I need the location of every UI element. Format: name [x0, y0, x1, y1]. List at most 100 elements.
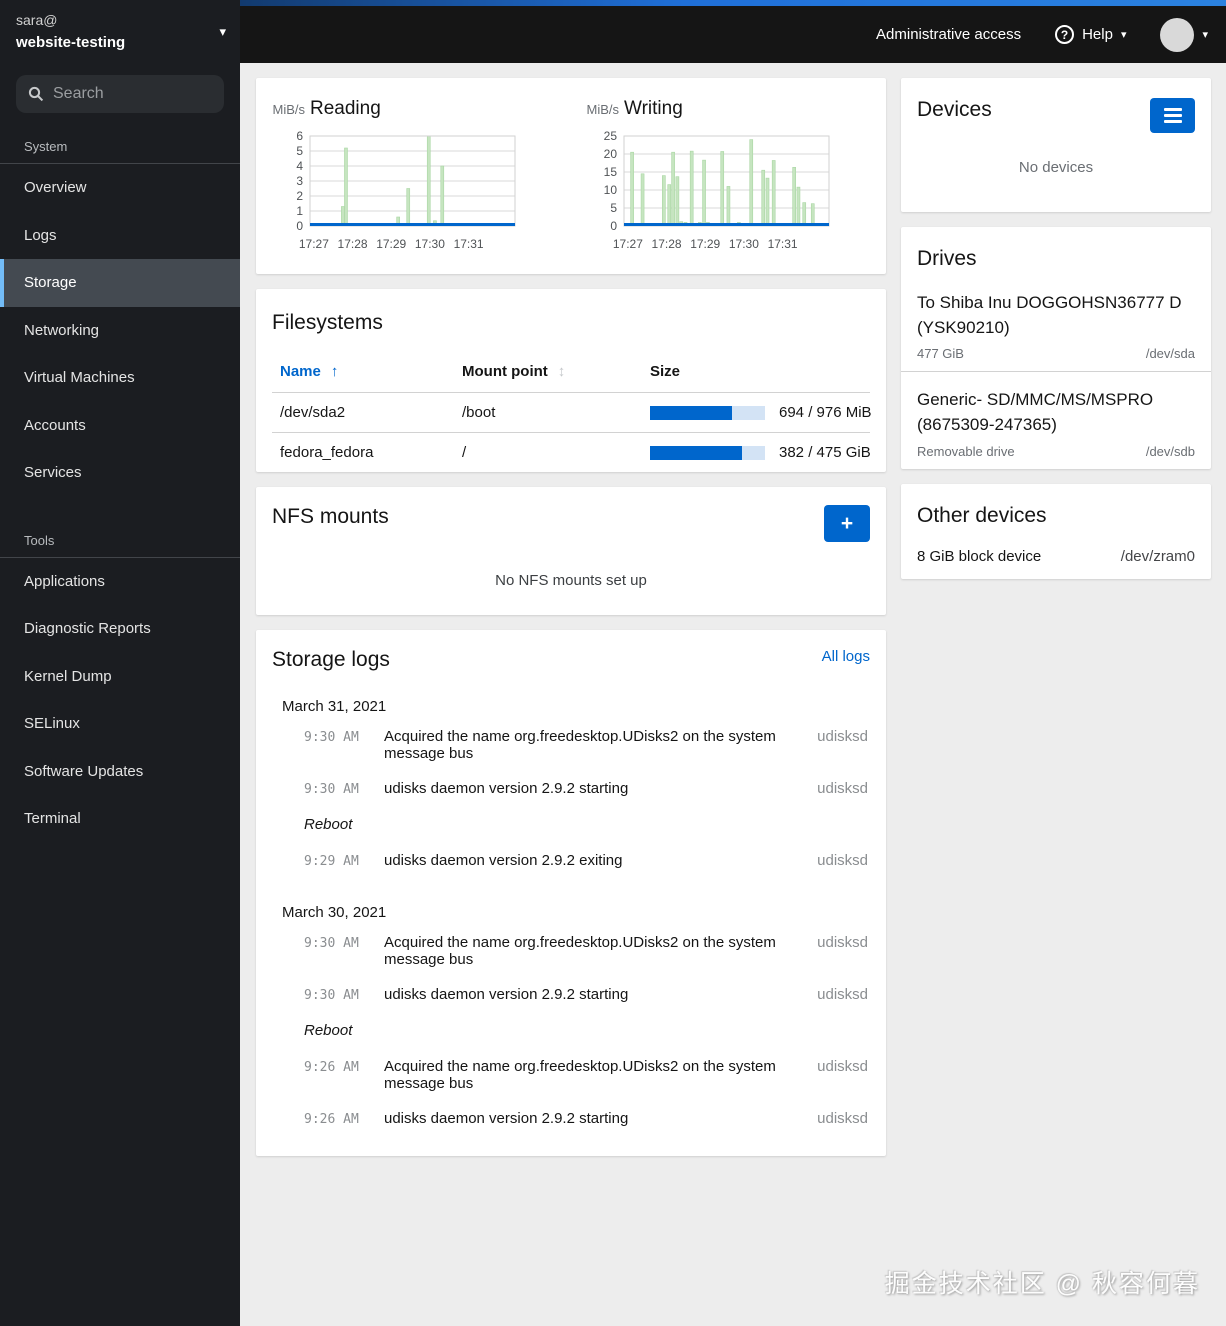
svg-text:17:29: 17:29	[690, 237, 720, 251]
svg-text:0: 0	[610, 219, 617, 233]
chart-head: MiB/s Reading	[272, 98, 572, 120]
chevron-down-icon: ▾	[1120, 29, 1127, 41]
fs-name: /dev/sda2	[280, 404, 346, 421]
sidebar-item-storage[interactable]: Storage	[0, 259, 240, 307]
sidebar-item-virtual-machines[interactable]: Virtual Machines	[24, 369, 135, 386]
drive-sub: 477 GiB /dev/sda	[917, 346, 1195, 361]
svg-text:3: 3	[296, 174, 303, 188]
sidebar-item-software-updates[interactable]: Software Updates	[24, 762, 144, 780]
devices-card: Devices No devices	[901, 78, 1211, 212]
log-service: udisksd	[817, 1058, 868, 1075]
sidebar-item-networking[interactable]: Networking	[24, 321, 100, 339]
other-device-item[interactable]: 8 GiB block device /dev/zram0	[901, 532, 1211, 579]
writing-chart-plot: 0 5 10 15 20 25 17:27 17:28 17:29 17:30 17:31	[604, 129, 830, 251]
storage-logs-title: Storage logs	[272, 648, 390, 671]
svg-text:17:30: 17:30	[729, 237, 759, 251]
svg-text:20: 20	[604, 147, 618, 161]
drive-path: /dev/sdb	[1145, 443, 1195, 459]
svg-text:17:27: 17:27	[299, 237, 329, 251]
svg-text:10: 10	[604, 183, 618, 197]
log-date-header: March 30, 2021	[282, 904, 387, 921]
other-device-name: 8 GiB block device	[917, 547, 1042, 565]
log-service: udisksd	[817, 780, 868, 797]
log-entry[interactable]: 9:26 AM Acquired the name org.freedeskto…	[272, 1049, 870, 1101]
log-message: udisks daemon version 2.9.2 starting	[384, 780, 629, 797]
sidebar-item-terminal[interactable]: Terminal	[24, 810, 81, 827]
session-menu[interactable]: ▾	[1160, 17, 1208, 52]
help-menu[interactable]: ? Help ▾	[1055, 25, 1126, 44]
log-time: 9:30 AM	[304, 782, 359, 797]
log-time: 9:26 AM	[304, 1060, 359, 1075]
log-service: udisksd	[817, 728, 868, 745]
log-message: udisks daemon version 2.9.2 starting	[384, 1110, 629, 1127]
drive-path: /dev/sda	[1145, 346, 1195, 362]
svg-text:6: 6	[296, 129, 303, 143]
fs-mount: /	[462, 444, 467, 461]
all-logs-link[interactable]: All logs	[821, 648, 870, 665]
sidebar-item-services[interactable]: Services	[24, 464, 82, 481]
svg-text:5: 5	[296, 144, 303, 158]
help-label: Help	[1082, 26, 1113, 43]
admin-access-button[interactable]: Administrative access	[876, 26, 1021, 43]
drive-sub: Removable drive /dev/sdb	[917, 444, 1195, 459]
table-row[interactable]: /dev/sda2 /boot 694 / 976 MiB	[272, 392, 872, 432]
sidebar-item-kernel-dump[interactable]: Kernel Dump	[24, 667, 112, 685]
table-row[interactable]: fedora_fedora / 382 / 475 GiB	[272, 432, 871, 472]
host-switcher[interactable]: sara@ website-testing ▾	[0, 0, 240, 61]
column-header-size: Size	[650, 363, 681, 380]
table-header-row: Name ↑ Mount point ↕ Size	[272, 355, 870, 392]
column-header-name[interactable]: Name ↑	[280, 363, 339, 380]
usage-label: 694 / 976 MiB	[779, 404, 872, 421]
drive-item[interactable]: To Shiba Inu DOGGOHSN36777 D (YSK90210) …	[901, 275, 1211, 371]
divider	[0, 163, 240, 164]
log-entry[interactable]: 9:30 AM Acquired the name org.freedeskto…	[272, 719, 870, 771]
svg-text:5: 5	[610, 201, 617, 215]
sidebar-search[interactable]	[16, 75, 224, 113]
svg-text:1: 1	[296, 204, 303, 218]
search-input[interactable]	[53, 85, 212, 103]
help-icon: ?	[1055, 25, 1075, 44]
log-service: udisksd	[817, 852, 868, 869]
filesystems-title: Filesystems	[272, 311, 383, 334]
main-area: Administrative access ? Help ▾ ▾ MiB/s R…	[240, 0, 1226, 1326]
usage-label: 382 / 475 GiB	[779, 444, 871, 461]
watermark: 掘金技术社区 @ 秋容何暮	[884, 1270, 1200, 1298]
page-content: MiB/s Reading 0 1 2 3 4 5 6 17:27 17:28 17:29 17:3…	[240, 63, 1226, 1326]
main-column: MiB/s Reading 0 1 2 3 4 5 6 17:27 17:28 17:29 17:3…	[256, 78, 886, 1171]
log-message: Acquired the name org.freedesktop.UDisks…	[384, 1058, 776, 1092]
log-entry[interactable]: 9:30 AM Acquired the name org.freedeskto…	[272, 925, 870, 977]
top-accent-bar	[240, 0, 1226, 6]
log-message: udisks daemon version 2.9.2 starting	[384, 986, 629, 1003]
log-service: udisksd	[817, 986, 868, 1003]
sidebar-item-applications[interactable]: Applications	[24, 572, 105, 590]
logs-head: Storage logs All logs	[272, 648, 870, 672]
column-header-mount-point[interactable]: Mount point ↕	[462, 363, 566, 380]
svg-text:17:31: 17:31	[454, 237, 484, 251]
log-entry[interactable]: 9:29 AM udisks daemon version 2.9.2 exit…	[272, 843, 870, 878]
sidebar-item-overview[interactable]: Overview	[24, 179, 87, 196]
nfs-mounts-card: NFS mounts + No NFS mounts set up	[256, 487, 886, 615]
svg-text:17:29: 17:29	[376, 237, 406, 251]
spacer	[0, 497, 240, 517]
other-devices-title: Other devices	[917, 503, 1047, 527]
log-entry[interactable]: 9:30 AM udisks daemon version 2.9.2 star…	[272, 977, 870, 1012]
log-time: 9:30 AM	[304, 730, 359, 745]
log-time: 9:30 AM	[304, 936, 359, 951]
chart-head: MiB/s Writing	[586, 98, 886, 120]
devices-menu-button[interactable]	[1150, 98, 1195, 133]
drives-head: Drives	[901, 227, 1211, 275]
log-entry[interactable]: 9:30 AM udisks daemon version 2.9.2 star…	[272, 771, 870, 806]
sidebar-item-logs[interactable]: Logs	[24, 226, 57, 244]
sidebar-item-diagnostic-reports[interactable]: Diagnostic Reports	[24, 620, 151, 637]
add-nfs-mount-button[interactable]: +	[824, 505, 870, 542]
drive-detail: Removable drive	[917, 443, 1015, 459]
drive-item[interactable]: Generic- SD/MMC/MS/MSPRO (8675309-247365…	[901, 371, 1211, 468]
sidebar-item-selinux[interactable]: SELinux	[24, 715, 80, 732]
log-message: Acquired the name org.freedesktop.UDisks…	[384, 934, 776, 968]
host-user: sara@	[16, 12, 58, 28]
nfs-empty-state: No NFS mounts set up	[495, 572, 647, 589]
side-column: Devices No devices Drives To Shiba Inu D…	[901, 78, 1211, 594]
log-entry[interactable]: 9:26 AM udisks daemon version 2.9.2 star…	[272, 1101, 870, 1136]
sidebar-item-accounts[interactable]: Accounts	[24, 416, 86, 434]
